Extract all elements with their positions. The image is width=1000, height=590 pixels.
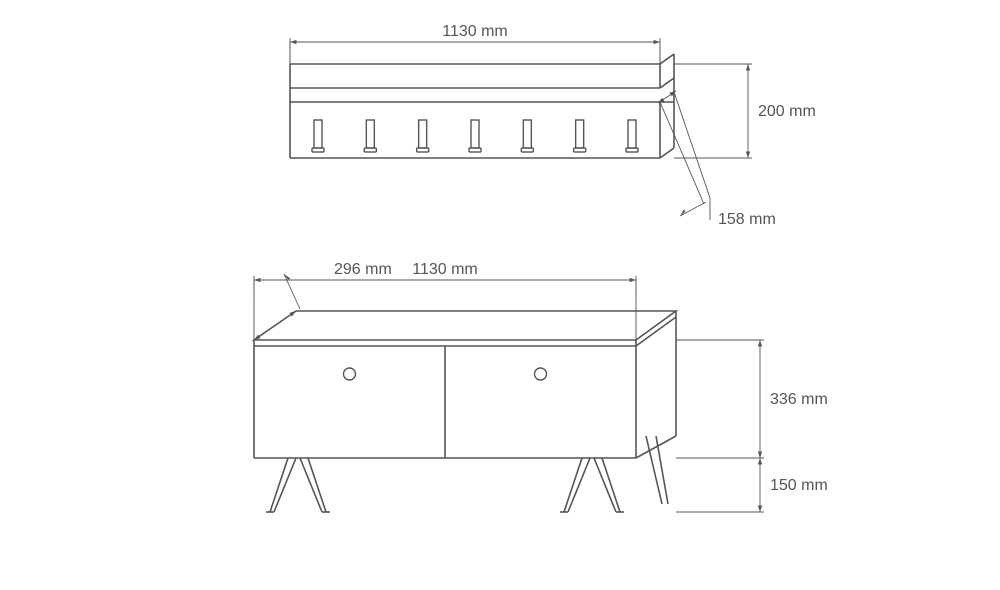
svg-text:150 mm: 150 mm [770, 477, 828, 494]
door-handle [535, 368, 547, 380]
svg-text:1130 mm: 1130 mm [412, 261, 478, 278]
svg-text:1130 mm: 1130 mm [442, 23, 508, 40]
technical-drawing: 1130 mm200 mm158 mm 1130 mm296 mm336 mm1… [0, 0, 1000, 590]
svg-text:336 mm: 336 mm [770, 391, 828, 408]
svg-text:200 mm: 200 mm [758, 103, 816, 120]
door-handle [344, 368, 356, 380]
cabinet: 1130 mm 296 mm 336 mm 150 mm [254, 261, 828, 512]
shelf-coat-rack: 1130 mm 200 mm 158 mm [290, 23, 816, 228]
svg-text:296 mm: 296 mm [334, 261, 392, 278]
svg-text:158 mm: 158 mm [718, 211, 776, 228]
